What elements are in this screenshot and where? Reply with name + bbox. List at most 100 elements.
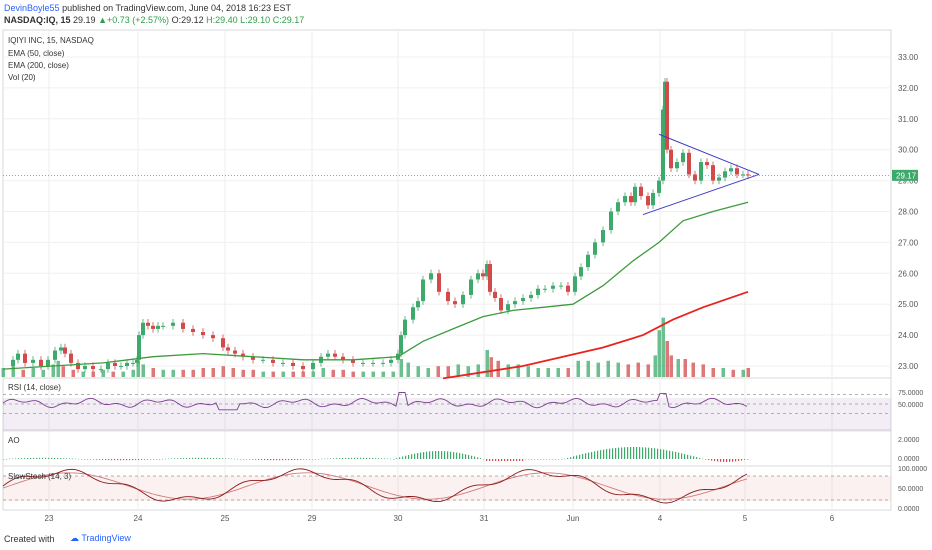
time-tick-label: 23 <box>45 514 54 523</box>
rsi-band <box>3 398 891 432</box>
price-tick-label: 25.00 <box>898 300 919 309</box>
ao-tick-label: 0.0000 <box>898 456 920 463</box>
candle-body <box>119 366 123 367</box>
candle-body <box>11 359 15 366</box>
ao-bar <box>129 459 131 461</box>
ao-bar <box>78 458 80 460</box>
cloud-icon: ☁ <box>70 533 79 543</box>
ao-bar <box>96 459 98 460</box>
candle-body <box>389 359 393 363</box>
ao-bar <box>387 458 389 460</box>
ao-bar <box>171 458 173 459</box>
ao-bar <box>135 459 137 461</box>
stoch-tick-label: 50.0000 <box>898 486 923 493</box>
candle-body <box>421 279 425 302</box>
volume-bar <box>426 368 430 377</box>
ao-bar <box>741 459 743 461</box>
low-value: L:29.10 <box>240 15 271 25</box>
ao-bar <box>216 458 218 459</box>
ao-bar <box>411 454 413 459</box>
candle-body <box>646 196 650 206</box>
candle-body <box>651 192 655 206</box>
candle-body <box>711 165 715 181</box>
ao-bar <box>717 459 719 462</box>
volume-bar <box>131 369 135 377</box>
ao-bar <box>705 459 707 460</box>
ao-bar <box>393 459 395 460</box>
ao-bar <box>456 452 458 459</box>
ao-bar <box>438 451 440 459</box>
candle-body <box>226 347 230 351</box>
volume-bar <box>241 369 245 377</box>
ao-bar <box>495 459 497 461</box>
ao-bar <box>336 458 338 459</box>
ao-bar <box>81 458 83 460</box>
ao-bar <box>195 457 197 459</box>
chart-canvas[interactable]: 23.00 24.00 25.00 26.00 27.00 28.00 29.00 30.00… <box>0 0 932 530</box>
volume-bar <box>11 366 15 377</box>
candle-body <box>106 362 110 370</box>
candle-body <box>616 202 620 212</box>
ao-bar <box>426 451 428 459</box>
change-value: +0.73 (+2.57%) <box>107 15 170 25</box>
ao-bar <box>276 459 278 461</box>
ao-bar <box>591 451 593 459</box>
ao-bar <box>48 457 50 459</box>
volume-bar <box>669 355 673 377</box>
volume-bars <box>1 317 750 377</box>
volume-bar <box>721 368 725 377</box>
candle-body <box>717 177 721 181</box>
price-tick-label: 31.00 <box>898 115 919 124</box>
price-axis: 23.00 24.00 25.00 26.00 27.00 28.00 29.00 30.00… <box>898 53 919 371</box>
ao-bar <box>54 457 56 459</box>
ao-bar <box>105 459 107 460</box>
ao-bar <box>678 452 680 459</box>
volume-bar <box>351 371 355 377</box>
ao-bar <box>198 457 200 459</box>
ao-bar <box>162 458 164 460</box>
candle-body <box>261 359 265 361</box>
ao-bar <box>306 459 308 460</box>
ao-bar <box>507 459 509 461</box>
ao-bar <box>30 457 32 459</box>
ao-bar <box>639 447 641 459</box>
ao-bar <box>36 457 38 459</box>
ao-bar <box>357 457 359 459</box>
ao-bar <box>222 458 224 459</box>
ao-bar <box>177 458 179 459</box>
ao-bar <box>531 459 533 460</box>
ao-bar <box>192 457 194 459</box>
ao-bar <box>447 451 449 459</box>
volume-bar <box>31 368 35 377</box>
triangle-line <box>658 133 760 175</box>
tradingview-logo[interactable]: ☁ TradingView <box>70 533 131 544</box>
volume-bar <box>646 364 650 377</box>
ao-bar <box>108 459 110 461</box>
ao-bar <box>312 459 314 460</box>
candle-body <box>69 353 73 363</box>
ao-bar <box>492 459 494 461</box>
ao-bar <box>702 458 704 460</box>
ao-bar <box>477 457 479 459</box>
ao-bar <box>459 453 461 459</box>
ao-bar <box>327 458 329 460</box>
candle-body <box>411 307 415 320</box>
volume-bar <box>361 371 365 377</box>
ao-bar <box>24 458 26 459</box>
ao-bar <box>321 458 323 460</box>
ao-bar <box>360 457 362 459</box>
ao-bar <box>723 459 725 462</box>
volume-bar <box>661 317 665 377</box>
ao-bar <box>441 451 443 459</box>
ao-bar <box>372 458 374 459</box>
ao-bar <box>297 459 299 460</box>
candle-body <box>593 242 597 255</box>
candle-body <box>99 369 103 371</box>
candle-body <box>543 288 547 290</box>
ao-bar <box>567 457 569 459</box>
author-link[interactable]: DevinBoyle55 <box>4 3 60 13</box>
candle-body <box>16 353 20 360</box>
volume-bar <box>101 369 105 377</box>
ao-bar <box>579 454 581 459</box>
ao-bar <box>504 459 506 461</box>
